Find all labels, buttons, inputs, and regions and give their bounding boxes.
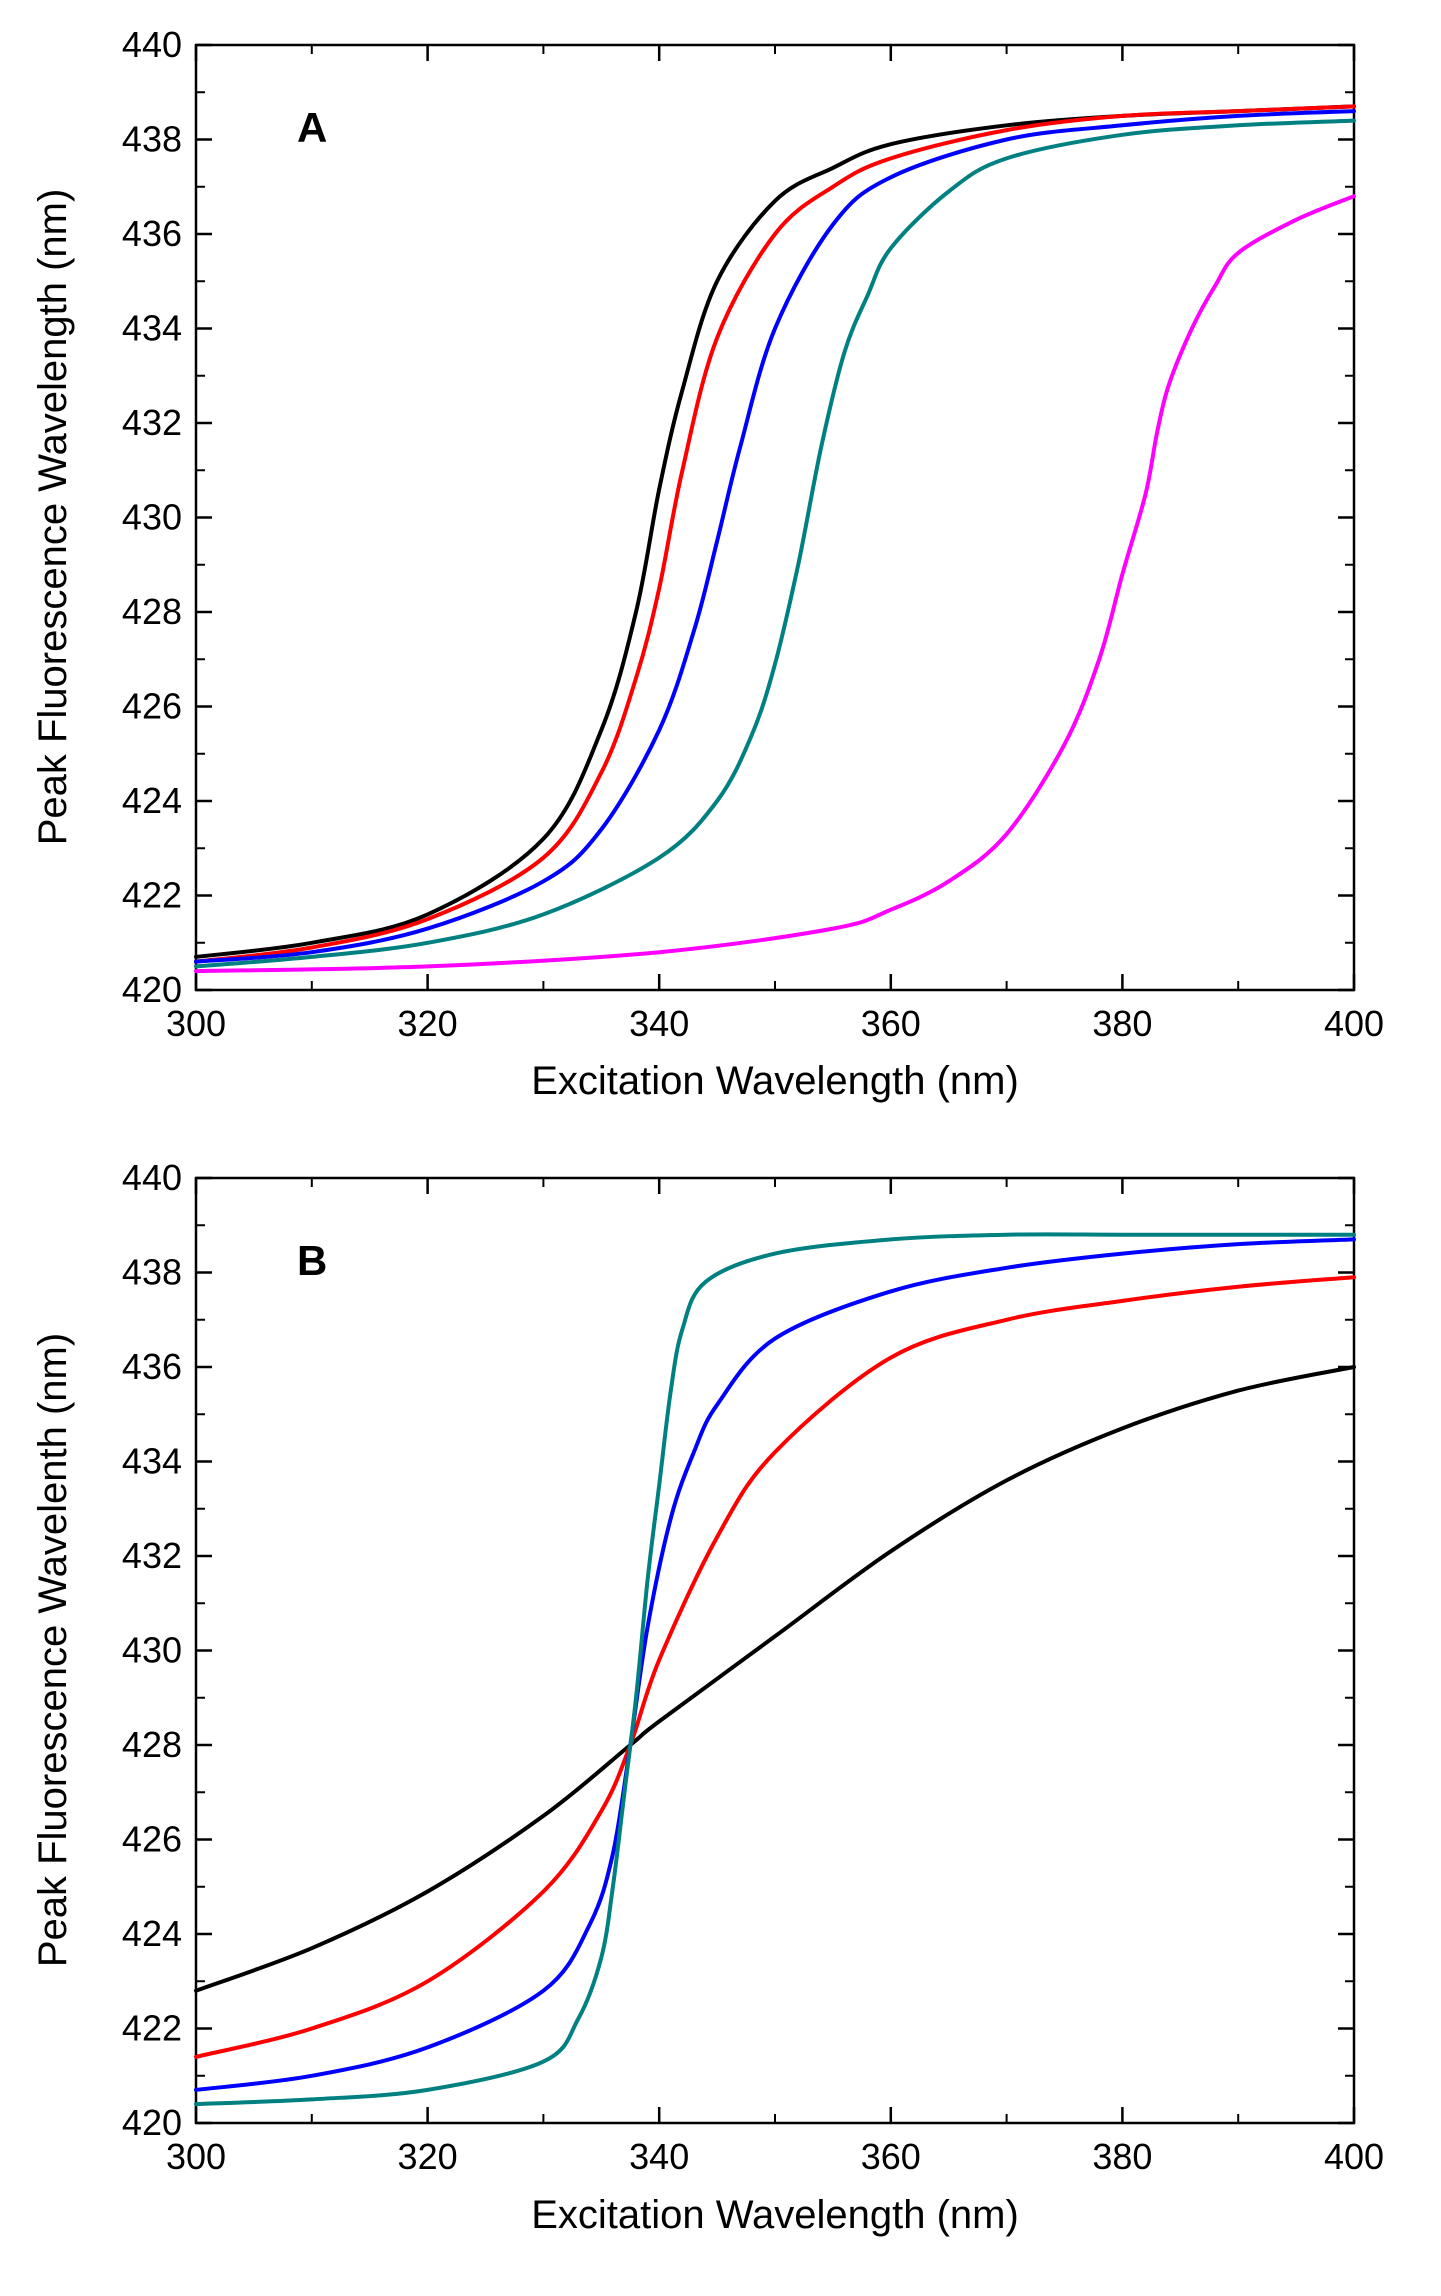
y-tick-label: 428 xyxy=(122,1724,182,1765)
series-line-b-1 xyxy=(194,1365,1356,1993)
ticks-layer-a: 300 320 340 360 380 400 420 422 424 426 428 430 432 4… xyxy=(122,24,1384,1044)
y-tick-label: 422 xyxy=(122,875,182,916)
y-tick-label: 434 xyxy=(122,1441,182,1482)
panel-label-b: B xyxy=(297,1237,327,1284)
y-tick-label: 434 xyxy=(122,308,182,349)
series-layer-a xyxy=(194,104,1356,974)
plot-area-a xyxy=(194,43,1356,992)
x-tick-label: 380 xyxy=(1092,2136,1152,2177)
series-line-a-4 xyxy=(194,118,1356,969)
y-tick-label: 426 xyxy=(122,686,182,727)
x-tick-label: 400 xyxy=(1324,2136,1384,2177)
x-tick-label: 380 xyxy=(1092,1003,1152,1044)
y-tick-label: 438 xyxy=(122,1252,182,1293)
x-tick-label: 340 xyxy=(629,2136,689,2177)
x-tick-label: 320 xyxy=(398,1003,458,1044)
series-layer-b xyxy=(194,1232,1356,2107)
x-tick-label: 400 xyxy=(1324,1003,1384,1044)
y-tick-label: 424 xyxy=(122,1913,182,1954)
y-tick-label: 424 xyxy=(122,780,182,821)
x-axis-title-a: Excitation Wavelength (nm) xyxy=(531,1059,1019,1103)
y-tick-label: 436 xyxy=(122,1346,182,1387)
panel-b: 300 320 340 360 380 400 420 422 424 426 428 430 432 4… xyxy=(31,1157,1384,2237)
y-tick-label: 426 xyxy=(122,1819,182,1860)
y-axis-title-a: Peak Fluorescence Wavelength (nm) xyxy=(31,189,75,846)
x-tick-label: 300 xyxy=(166,1003,226,1044)
series-line-a-5 xyxy=(194,194,1356,974)
x-tick-label: 320 xyxy=(398,2136,458,2177)
y-tick-label: 440 xyxy=(122,1157,182,1198)
y-tick-label: 440 xyxy=(122,24,182,65)
panel-a: 300 320 340 360 380 400 420 422 424 426 428 430 432 4… xyxy=(31,24,1384,1103)
ticks-layer-b: 300 320 340 360 380 400 420 422 424 426 428 430 432 4… xyxy=(122,1157,1384,2177)
y-tick-label: 430 xyxy=(122,1630,182,1671)
y-tick-label: 432 xyxy=(122,1535,182,1576)
series-line-b-2 xyxy=(194,1275,1356,2059)
y-tick-label: 430 xyxy=(122,497,182,538)
panel-label-a: A xyxy=(297,104,327,151)
series-line-b-4 xyxy=(194,1232,1356,2107)
series-line-a-2 xyxy=(194,104,1356,964)
x-tick-label: 360 xyxy=(861,1003,921,1044)
x-tick-label: 360 xyxy=(861,2136,921,2177)
y-tick-label: 422 xyxy=(122,2008,182,2049)
y-tick-label: 428 xyxy=(122,591,182,632)
y-tick-label: 438 xyxy=(122,119,182,160)
y-tick-label: 420 xyxy=(122,969,182,1010)
x-tick-label: 340 xyxy=(629,1003,689,1044)
series-line-b-3 xyxy=(194,1237,1356,2092)
y-axis-title-b: Peak Fluorescence Wavelenth (nm) xyxy=(31,1333,75,1967)
y-tick-label: 432 xyxy=(122,402,182,443)
x-tick-label: 300 xyxy=(166,2136,226,2177)
plot-area-b xyxy=(194,1176,1356,2125)
y-tick-label: 420 xyxy=(122,2102,182,2143)
series-line-a-3 xyxy=(194,109,1356,964)
y-tick-label: 436 xyxy=(122,213,182,254)
x-axis-title-b: Excitation Wavelength (nm) xyxy=(531,2193,1019,2237)
